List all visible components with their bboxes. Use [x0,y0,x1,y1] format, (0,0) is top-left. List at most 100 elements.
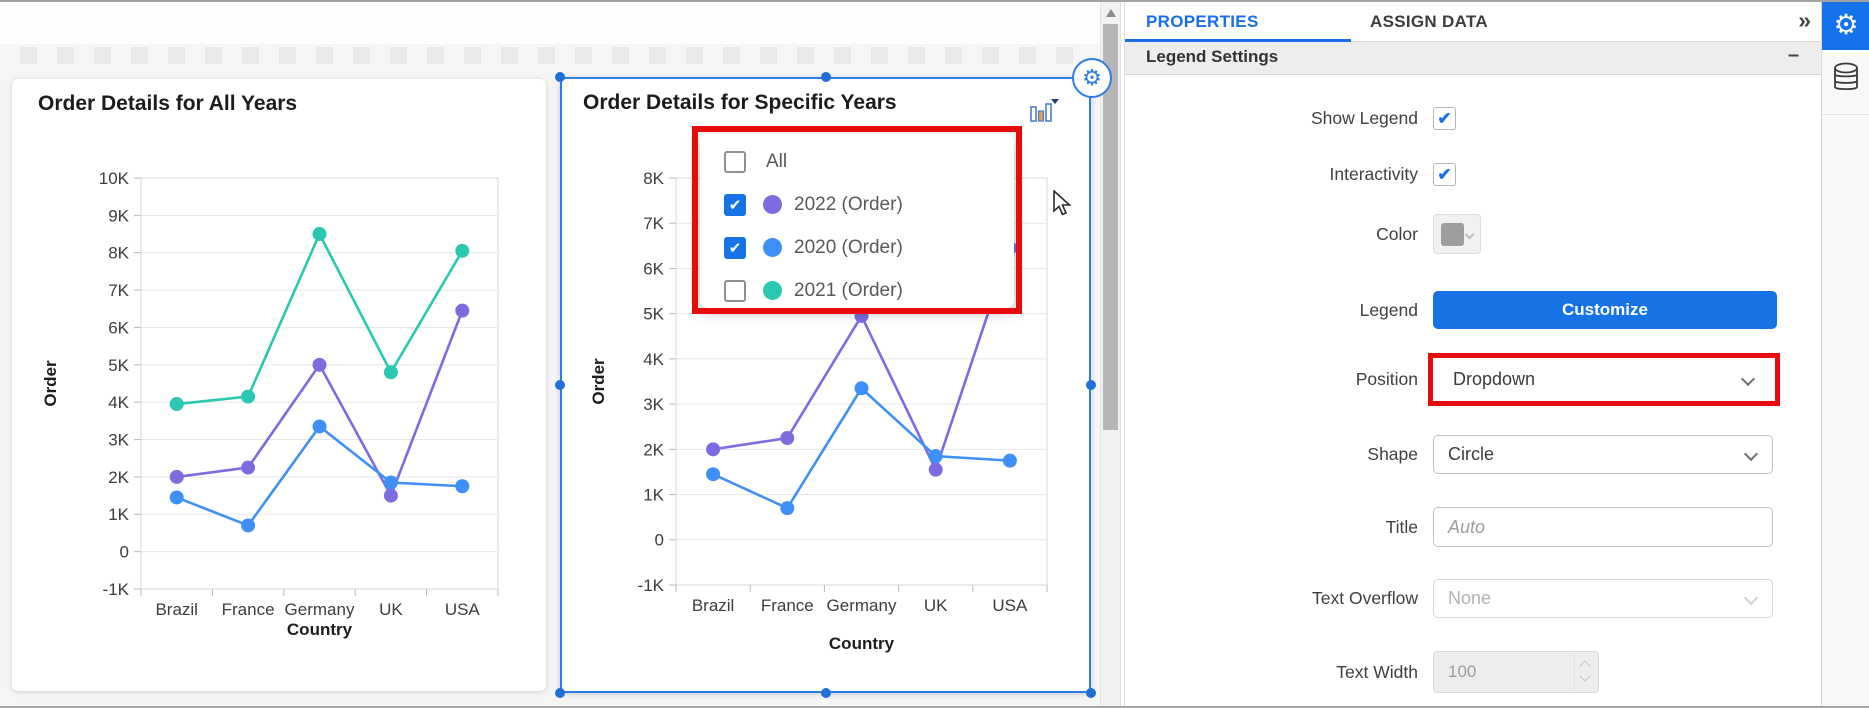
chevron-down-icon [1743,446,1759,462]
text-overflow-select[interactable]: None [1433,579,1773,618]
svg-text:1K: 1K [108,505,129,524]
svg-text:Order: Order [589,358,608,405]
chevron-down-icon [1740,371,1756,387]
svg-text:7K: 7K [643,214,664,233]
legend-item-2020[interactable]: ✔ 2020 (Order) [724,226,1014,269]
widget-settings-gear-icon[interactable]: ⚙ [1072,58,1112,98]
svg-text:Brazil: Brazil [155,600,198,619]
text-width-value: 100 [1448,662,1477,681]
svg-text:3K: 3K [108,430,129,449]
properties-panel: PROPERTIES ASSIGN DATA » Legend Settings… [1124,2,1821,706]
tab-properties[interactable]: PROPERTIES [1146,12,1259,31]
selection-handle[interactable] [820,688,831,698]
svg-text:5K: 5K [643,305,664,324]
color-label: Color [1376,224,1418,244]
canvas-scrollbar[interactable] [1100,2,1121,706]
text-overflow-label: Text Overflow [1312,588,1418,608]
selection-handle[interactable] [555,380,565,390]
svg-text:Germany: Germany [285,600,355,619]
color-swatch [1441,223,1464,246]
svg-text:UK: UK [924,596,948,615]
dashboard-canvas[interactable]: Order Details for All Years -1K 0 1K 2K 3K 4K… [0,2,1112,706]
svg-text:USA: USA [445,600,481,619]
svg-text:2K: 2K [643,440,664,459]
show-legend-checkbox[interactable]: ✔ [1433,107,1456,130]
shape-select[interactable]: Circle [1433,435,1773,474]
rail-divider [1822,114,1869,115]
selection-handle[interactable] [555,72,565,82]
color-swatch-button[interactable] [1433,214,1481,254]
svg-text:UK: UK [379,600,403,619]
svg-text:Country: Country [287,620,353,639]
scrollbar-thumb[interactable] [1103,24,1118,430]
grid-dots-row [20,47,1088,64]
svg-text:Germany: Germany [827,596,897,615]
panel-tabbar: PROPERTIES ASSIGN DATA » [1125,2,1821,42]
svg-text:4K: 4K [108,393,129,412]
legend-title-input[interactable]: Auto [1433,507,1773,547]
svg-text:4K: 4K [643,350,664,369]
chevron-down-icon [1743,590,1759,606]
canvas-top-band [0,2,1100,44]
svg-text:0: 0 [120,543,129,562]
series-color-dot [763,238,782,257]
customize-button[interactable]: Customize [1433,291,1777,329]
svg-text:0: 0 [655,531,664,550]
column-chart-filter-icon[interactable] [1029,99,1059,125]
checkbox-icon[interactable] [724,150,746,173]
chevron-down-icon [1464,229,1475,240]
svg-text:10K: 10K [99,169,130,188]
selection-handle[interactable] [1086,380,1096,390]
selection-handle[interactable] [820,72,831,82]
svg-text:7K: 7K [108,281,129,300]
svg-text:-1K: -1K [638,576,665,595]
svg-text:6K: 6K [108,318,129,337]
svg-text:Country: Country [829,634,895,653]
mouse-cursor [1053,190,1072,216]
legend-settings-header[interactable]: Legend Settings – [1125,42,1821,75]
right-icon-rail: ⚙ [1821,2,1869,706]
number-spinner[interactable] [1574,654,1596,690]
series-color-dot [763,195,782,214]
svg-text:8K: 8K [108,244,129,263]
widget-settings-rail-gear-icon[interactable]: ⚙ [1822,2,1869,50]
svg-text:9K: 9K [108,206,129,225]
svg-text:5K: 5K [108,356,129,375]
checkbox-icon[interactable]: ✔ [724,236,746,259]
widget-title: Order Details for All Years [38,92,298,115]
checkbox-icon[interactable] [724,279,746,302]
widget-specific-years[interactable]: Order Details for Specific Years -1K 0 1K 2… [555,58,1112,698]
interactivity-checkbox[interactable]: ✔ [1433,163,1456,186]
selection-handle[interactable] [1086,688,1096,698]
position-select[interactable]: Dropdown [1438,360,1770,399]
database-icon[interactable] [1833,62,1859,94]
series-color-dot [763,281,782,300]
line-chart-all-years: -1K 0 1K 2K 3K 4K 5K 6K 7K 8K 9K 10K Brazil France Ger… [41,169,499,639]
active-tab-underline [1125,39,1351,42]
tab-assign-data[interactable]: ASSIGN DATA [1370,12,1488,31]
svg-text:Order: Order [41,360,60,407]
legend-item-2022[interactable]: ✔ 2022 (Order) [724,183,1014,226]
position-label: Position [1355,369,1418,389]
scroll-up-arrow-icon[interactable] [1106,9,1116,17]
svg-text:1K: 1K [643,486,664,505]
interactivity-label: Interactivity [1329,164,1419,184]
svg-text:3K: 3K [643,395,664,414]
section-collapse-icon[interactable]: – [1787,44,1799,66]
legend-item-all[interactable]: All [724,140,1014,183]
checkbox-icon[interactable]: ✔ [724,193,746,216]
spinner-down-icon[interactable] [1579,670,1591,682]
annotation-highlight-position: Dropdown [1428,353,1780,406]
text-overflow-value: None [1448,588,1492,608]
selection-handle[interactable] [555,688,565,698]
text-width-input[interactable]: 100 [1433,651,1599,693]
legend-item-2021[interactable]: 2021 (Order) [724,269,1014,312]
widget-all-years[interactable]: Order Details for All Years -1K 0 1K 2K 3K 4K… [12,79,546,691]
text-width-label: Text Width [1336,662,1418,682]
svg-text:2K: 2K [108,468,129,487]
svg-text:8K: 8K [643,169,664,188]
svg-text:Brazil: Brazil [692,596,735,615]
legend-label: Legend [1359,300,1418,320]
panel-collapse-icon[interactable]: » [1798,7,1811,33]
